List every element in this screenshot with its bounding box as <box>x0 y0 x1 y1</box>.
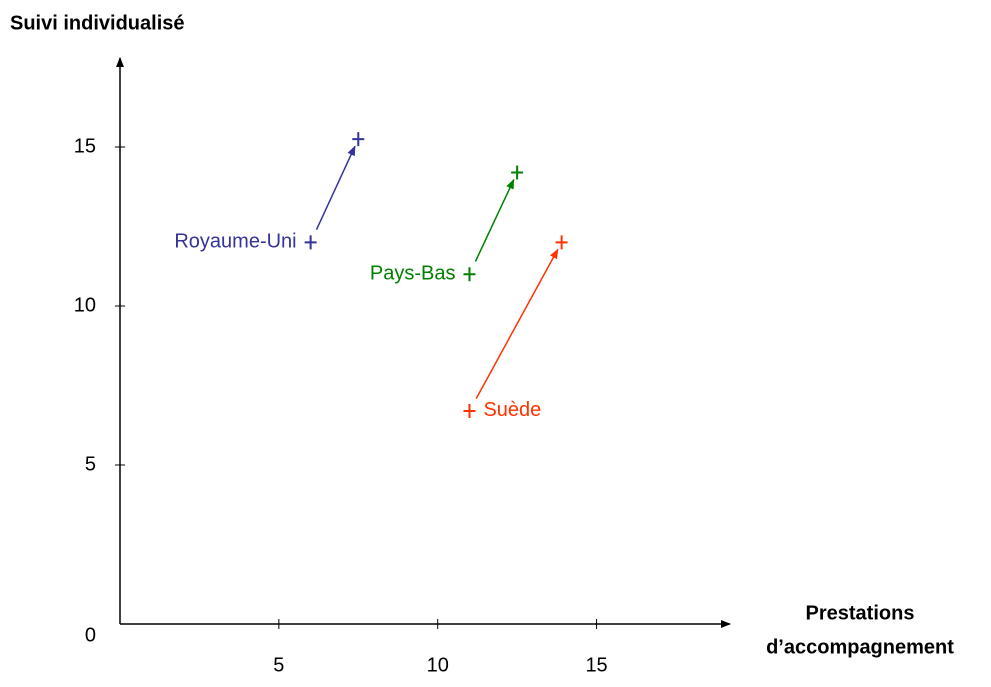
y-axis-title: Suivi individualisé <box>10 12 185 34</box>
arrow <box>315 145 356 231</box>
y-tick-label: 5 <box>85 453 96 475</box>
series-label: Pays-Bas <box>370 263 456 285</box>
point-marker <box>555 235 568 250</box>
point-marker <box>304 235 317 250</box>
series-label: Royaume-Uni <box>174 231 296 253</box>
point-marker <box>463 267 476 282</box>
y-tick-label: 10 <box>74 294 96 316</box>
x-axis-title: Prestations <box>806 602 915 624</box>
series-label: Suède <box>483 399 541 421</box>
arrow <box>475 248 559 400</box>
x-tick-label: 5 <box>273 654 284 676</box>
arrow <box>474 178 515 262</box>
point-marker <box>511 165 524 180</box>
x-tick-label: 10 <box>427 654 449 676</box>
point-marker <box>352 132 365 147</box>
point-marker <box>463 403 476 418</box>
y-tick-label: 0 <box>85 624 96 646</box>
x-tick-label: 15 <box>585 654 607 676</box>
y-tick-label: 15 <box>74 135 96 157</box>
x-axis-title: d’accompagnement <box>766 636 954 658</box>
